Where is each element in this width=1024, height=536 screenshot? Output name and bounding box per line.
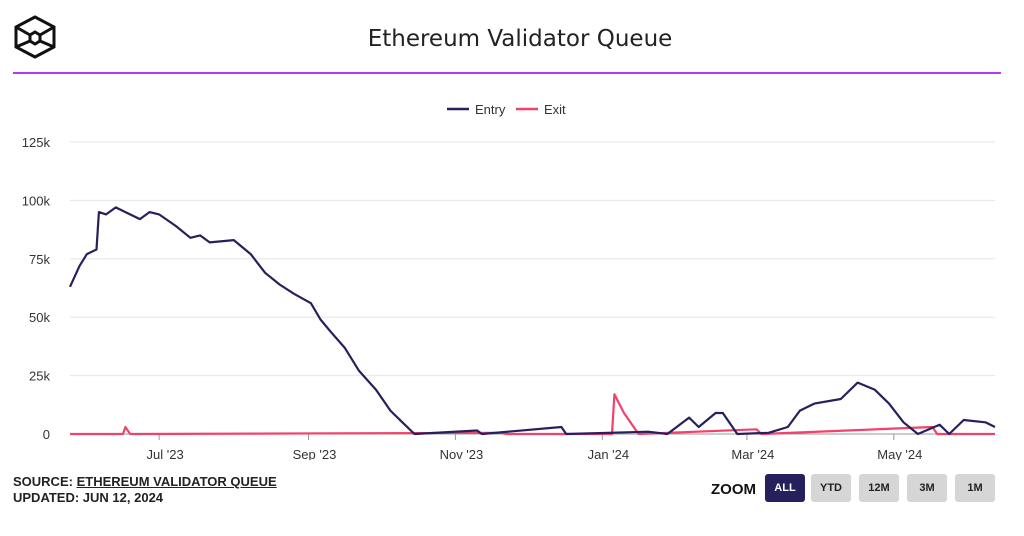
- source-label: SOURCE:: [13, 474, 73, 489]
- zoom-ytd-button[interactable]: YTD: [811, 474, 851, 502]
- y-tick-label: 0: [43, 427, 50, 442]
- x-tick-label: Nov '23: [440, 447, 484, 460]
- source-link[interactable]: ETHEREUM VALIDATOR QUEUE: [76, 474, 277, 489]
- series-line-entry: [68, 206, 996, 436]
- series-line-exit: [70, 393, 995, 436]
- legend-label-exit: Exit: [544, 102, 566, 117]
- logo-icon: [12, 14, 58, 65]
- y-tick-label: 75k: [29, 252, 50, 267]
- zoom-12m-button[interactable]: 12M: [859, 474, 899, 502]
- y-tick-label: 125k: [22, 135, 51, 150]
- zoom-label: ZOOM: [711, 481, 756, 498]
- zoom-all-button[interactable]: ALL: [765, 474, 805, 502]
- chart: 0 25k 50k 75k 100k 125k Jul '23 Sep '23 Nov '23 J…: [22, 102, 996, 460]
- y-tick-label: 100k: [22, 193, 51, 208]
- y-tick-label: 50k: [29, 310, 50, 325]
- source-line: SOURCE: ETHEREUM VALIDATOR QUEUE: [13, 474, 277, 489]
- x-tick-label: Sep '23: [293, 447, 337, 460]
- x-tick-label: Jul '23: [147, 447, 184, 460]
- updated-text: UPDATED: JUN 12, 2024: [13, 490, 164, 505]
- page-title: Ethereum Validator Queue: [367, 26, 673, 52]
- x-tick-label: Jan '24: [588, 447, 630, 460]
- zoom-3m-button[interactable]: 3M: [907, 474, 947, 502]
- divider: [13, 72, 1001, 74]
- y-tick-label: 25k: [29, 369, 50, 384]
- x-tick-label: May '24: [877, 447, 922, 460]
- legend-label-entry: Entry: [475, 102, 506, 117]
- x-tick-label: Mar '24: [731, 447, 774, 460]
- zoom-1m-button[interactable]: 1M: [955, 474, 995, 502]
